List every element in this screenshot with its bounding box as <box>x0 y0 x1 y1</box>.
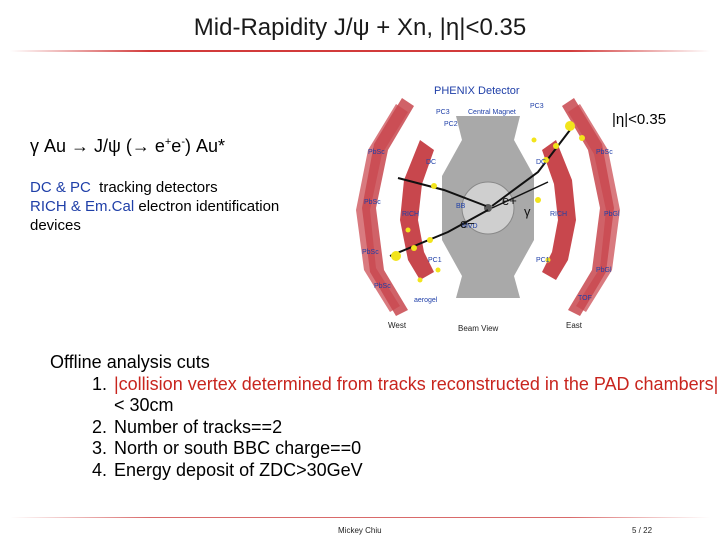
label-rich-right: RICH <box>550 211 567 218</box>
cut-item-vertex: |collision vertex determined from tracks… <box>112 374 720 417</box>
label-pbsc-bl2: PbSc <box>374 283 391 290</box>
label-rich-left: RICH <box>402 211 419 218</box>
footer-divider <box>10 517 710 518</box>
east-arm-rich <box>542 140 576 280</box>
analysis-cuts: Offline analysis cuts |collision vertex … <box>50 352 720 481</box>
cut-item-bbc: North or south BBC charge==0 <box>112 438 720 460</box>
label-beam-view: Beam View <box>458 324 499 333</box>
label-pc1-right: PC1 <box>536 257 550 264</box>
page-number: 5 / 22 <box>632 526 653 535</box>
reaction-mid: e <box>171 136 182 156</box>
annotation-e-plus: e+ <box>502 193 517 208</box>
reaction-prefix: γ Au → J/ψ (→ e <box>30 136 165 156</box>
label-pc2: PC2 <box>444 121 458 128</box>
reaction-suffix: ) Au* <box>184 136 226 156</box>
annotation-e-minus: e− <box>460 216 475 231</box>
label-pbgl-r1: PbGl <box>604 211 620 218</box>
cuts-list: |collision vertex determined from tracks… <box>50 374 720 482</box>
label-bb: BB <box>456 203 466 210</box>
west-arm-rich <box>400 140 434 280</box>
phenix-detector-diagram: PHENIX Detector PC3 PC2 Central Magnet P… <box>338 80 638 335</box>
cut-vertex-text: |collision vertex determined from tracks… <box>114 373 719 394</box>
label-dc-left: DC <box>426 159 436 166</box>
electron-track-upper <box>397 177 487 207</box>
id-detectors-names: RICH & Em.Cal <box>30 198 135 215</box>
label-central-magnet: Central Magnet <box>468 109 516 116</box>
photon-track <box>491 181 549 209</box>
label-west: West <box>388 321 407 330</box>
cut-vertex-value: < 30cm <box>114 395 174 415</box>
cut-item-tracks: Number of tracks==2 <box>112 417 720 439</box>
slide-title: Mid-Rapidity J/ψ + Xn, |η|<0.35 <box>193 14 527 41</box>
id-detectors-text: electron identification <box>134 198 280 215</box>
label-pbsc-ml: PbSc <box>364 199 381 206</box>
detector-line-devices: devices <box>30 217 81 234</box>
cut-item-zdc: Energy deposit of ZDC>30GeV <box>112 460 720 482</box>
label-pbsc-tl: PbSc <box>368 149 385 156</box>
annotation-gamma: γ <box>524 204 531 219</box>
east-arm-emcal <box>562 98 614 316</box>
reaction-plus: + <box>164 136 172 148</box>
footer-author: Mickey Chiu <box>338 526 382 535</box>
detector-line-tracking: DC & PC tracking detectors <box>30 178 279 197</box>
label-pbgl-r2: PbGl <box>596 267 612 274</box>
label-pc3-right: PC3 <box>530 103 544 110</box>
label-tof: TOF <box>578 295 592 302</box>
reaction-formula: γ Au → J/ψ (→ e+e-) Au* <box>30 136 225 157</box>
label-aerogel: aerogel <box>414 297 438 304</box>
cuts-heading: Offline analysis cuts <box>50 352 210 372</box>
tracking-detectors-text: tracking detectors <box>90 179 218 196</box>
label-pc3-left: PC3 <box>436 109 450 116</box>
detector-hits <box>391 121 585 283</box>
label-pbsc-bl: PbSc <box>362 249 379 256</box>
tracking-detectors-names: DC & PC <box>30 179 91 196</box>
detector-line-id: RICH & Em.Cal electron identification <box>30 197 279 216</box>
electron-track-lower <box>389 209 489 257</box>
label-pbsc-tr: PbSc <box>596 149 613 156</box>
label-dc-right: DC <box>536 159 546 166</box>
label-east: East <box>566 321 583 330</box>
detector-description: DC & PC tracking detectors RICH & Em.Cal… <box>30 178 279 235</box>
diagram-title: PHENIX Detector <box>434 85 520 97</box>
reaction-minus: - <box>181 136 185 148</box>
title-divider <box>10 50 710 52</box>
west-arm-emcal <box>362 98 414 316</box>
eta-cut-label: |η|<0.35 <box>612 111 667 128</box>
label-mvd: MVD <box>462 223 478 230</box>
label-pc1-left: PC1 <box>428 257 442 264</box>
positron-track <box>491 129 571 207</box>
